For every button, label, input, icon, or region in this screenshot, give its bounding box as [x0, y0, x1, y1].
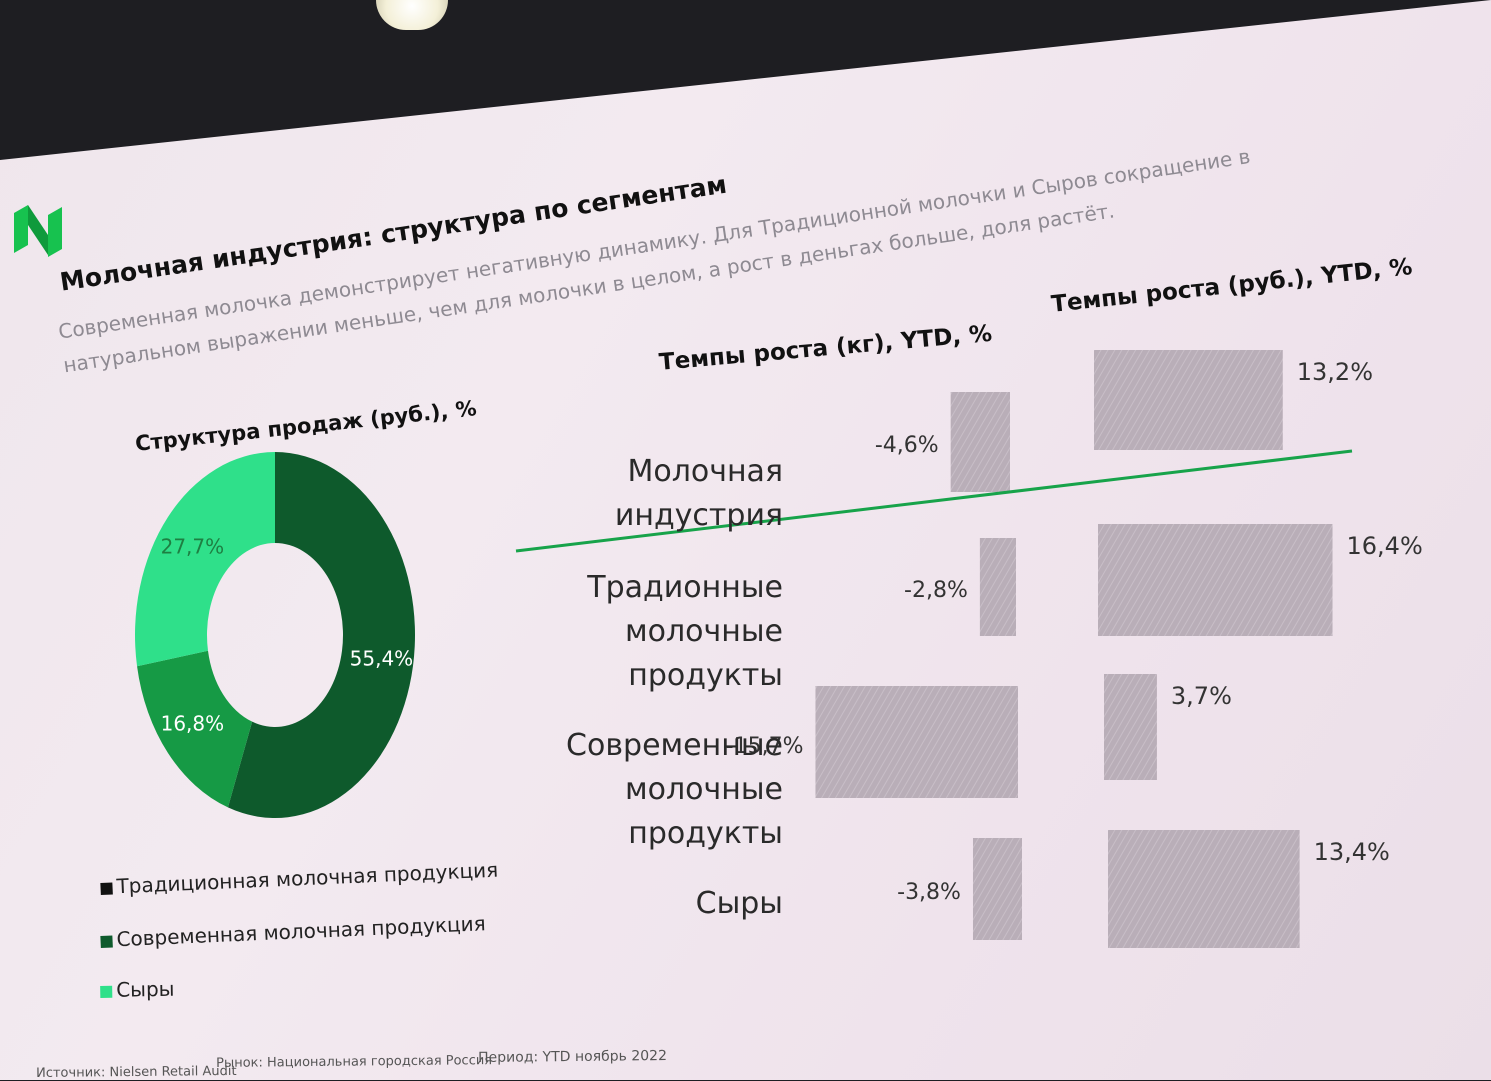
footer-period: Период: YTD ноябрь 2022 — [478, 1048, 668, 1066]
n-logo-icon — [14, 205, 62, 257]
category-label-line: индустрия — [614, 498, 783, 533]
category-label-line: молочные — [625, 772, 783, 807]
footer-source: Источник: Nielsen Retail Audit — [36, 1063, 237, 1081]
rub-bar-0 — [1094, 350, 1283, 450]
category-label-1: Традионные молочные продукты — [587, 566, 783, 698]
rub-value-label-0: 13,2% — [1297, 358, 1373, 386]
sales-structure-donut: 55,4% 16,8% 27,7% — [135, 452, 416, 818]
rub-value-label-2: 3,7% — [1171, 682, 1232, 710]
kg-value-label-2: -15,7% — [726, 734, 804, 759]
category-label-line: продукты — [628, 658, 783, 693]
donut-value-label-1: 16,8% — [161, 712, 225, 736]
category-label-line: Современные — [566, 728, 783, 763]
footer-market: Рынок: Национальная городская Россия — [216, 1053, 493, 1071]
category-label-line: продукты — [628, 816, 783, 851]
donut-value-label-2: 27,7% — [161, 534, 225, 558]
category-label-line: Сыры — [695, 886, 783, 921]
category-label-0: Молочная индустрия — [615, 450, 783, 538]
kg-bar-1 — [979, 538, 1016, 636]
rub-bar-2 — [1104, 674, 1157, 780]
donut-value-label-0: 55,4% — [350, 646, 414, 670]
kg-bar-0 — [950, 392, 1010, 492]
category-label-line: Традионные — [587, 570, 783, 605]
kg-bar-3 — [972, 838, 1022, 940]
donut-slice-2 — [135, 452, 275, 667]
kg-value-label-1: -2,8% — [904, 578, 968, 603]
category-label-line: молочные — [625, 614, 783, 649]
donut-slice-1 — [137, 650, 253, 808]
kg-value-label-0: -4,6% — [875, 433, 939, 458]
category-label-2: Современные молочные продукты — [566, 724, 783, 856]
kg-value-label-3: -3,8% — [897, 880, 961, 905]
rub-value-label-1: 16,4% — [1347, 532, 1423, 560]
separator-line — [515, 449, 1353, 553]
category-label-line: Молочная — [627, 454, 783, 489]
category-label-3: Сыры — [696, 882, 783, 926]
rub-bar-1 — [1098, 524, 1333, 636]
kg-bar-2 — [815, 686, 1018, 798]
donut-slice-0 — [227, 452, 416, 818]
rub-value-label-3: 13,4% — [1314, 838, 1390, 866]
rub-bar-3 — [1108, 830, 1300, 948]
